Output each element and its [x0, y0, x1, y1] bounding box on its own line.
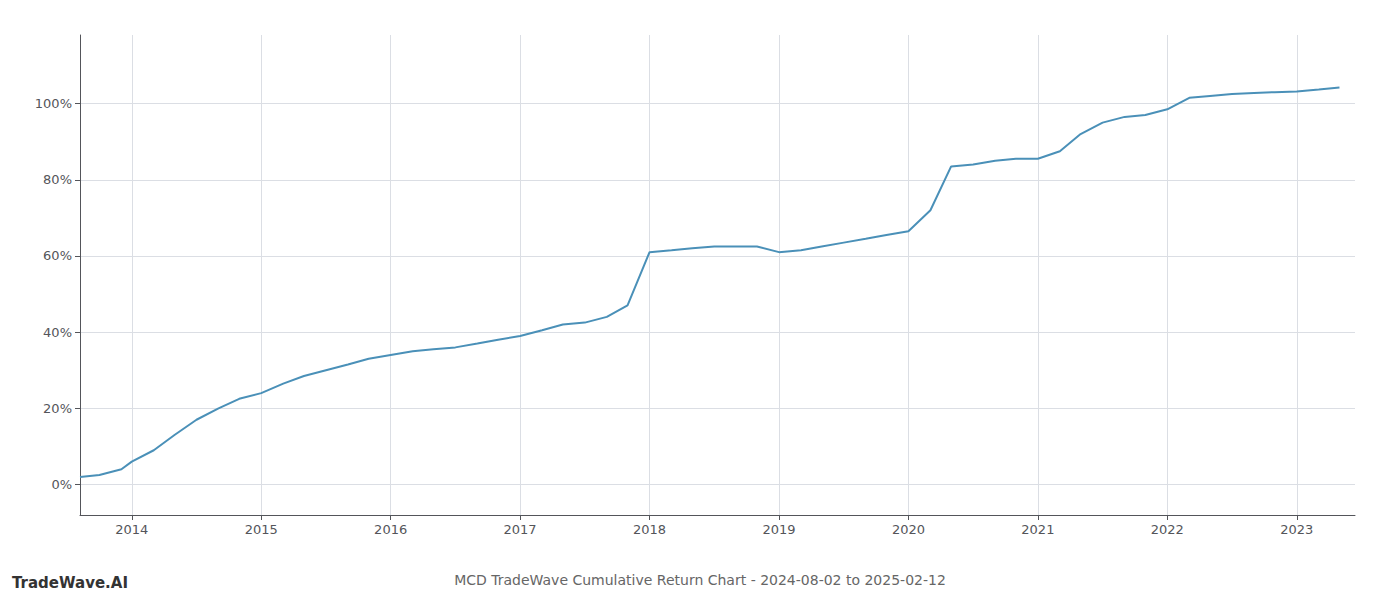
svg-text:2020: 2020	[892, 522, 925, 537]
svg-text:2019: 2019	[762, 522, 795, 537]
svg-text:20%: 20%	[43, 401, 72, 416]
svg-text:2015: 2015	[245, 522, 278, 537]
svg-text:60%: 60%	[43, 248, 72, 263]
svg-text:2021: 2021	[1021, 522, 1054, 537]
svg-text:TradeWave.AI: TradeWave.AI	[12, 574, 128, 592]
svg-text:2016: 2016	[374, 522, 407, 537]
svg-text:2018: 2018	[633, 522, 666, 537]
svg-text:0%: 0%	[51, 477, 72, 492]
svg-text:100%: 100%	[35, 96, 72, 111]
svg-text:MCD TradeWave Cumulative Retur: MCD TradeWave Cumulative Return Chart - …	[454, 572, 946, 588]
svg-text:40%: 40%	[43, 325, 72, 340]
svg-text:2017: 2017	[504, 522, 537, 537]
svg-text:2023: 2023	[1280, 522, 1313, 537]
svg-text:2014: 2014	[115, 522, 148, 537]
svg-text:80%: 80%	[43, 172, 72, 187]
svg-text:2022: 2022	[1151, 522, 1184, 537]
